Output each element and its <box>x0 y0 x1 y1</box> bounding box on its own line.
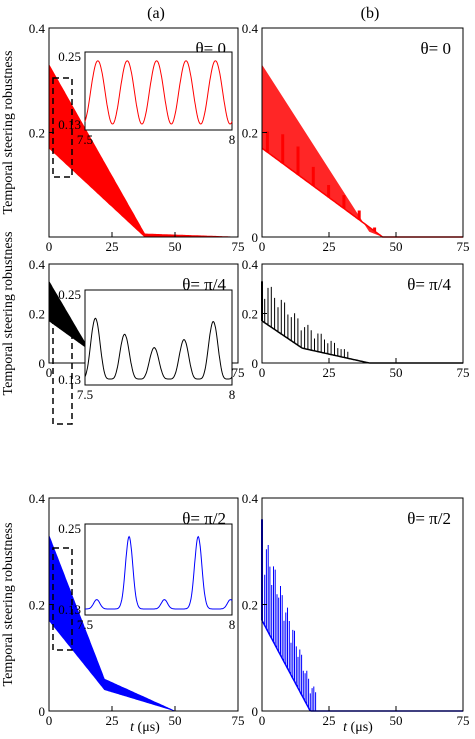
lower-envelope-line <box>261 320 463 364</box>
y-tick-label: 0.2 <box>242 126 258 141</box>
x-tick-label: 25 <box>323 239 336 254</box>
x-tick-label: 50 <box>390 365 403 380</box>
axes-frame <box>261 497 464 712</box>
column-heading-b: (b) <box>361 5 380 22</box>
y-tick-label: 0.4 <box>29 21 46 36</box>
y-tick-label: 0 <box>252 704 259 719</box>
x-axis-label-b: t (μs) <box>343 720 373 735</box>
theta-annotation: θ= 0 <box>421 39 451 58</box>
panels: 0 25 50 750.20.4θ= 00.250.137.5 80 25 50 7500.2… <box>1 21 470 728</box>
oscillation-spikes <box>264 545 317 711</box>
y-tick-label: 0.4 <box>242 21 259 36</box>
panel-a-row1: 0 25 50 750.20.4θ= 00.250.137.5 8 <box>29 21 245 254</box>
inset: 0.25 0.137.5 8 <box>58 521 235 632</box>
y-tick-label: 0.4 <box>242 491 259 506</box>
inset-y-tick-label: 0.13 <box>58 117 81 132</box>
x-tick-label: 25 <box>106 239 119 254</box>
x-tick-label: 50 <box>390 713 403 728</box>
lower-envelope-line <box>261 620 463 712</box>
theta-annotation: θ= π/4 <box>407 275 451 294</box>
inset-frame <box>84 289 233 386</box>
x-tick-label: 0 <box>259 239 266 254</box>
inset-y-tick-label: 0.13 <box>58 372 81 387</box>
panel-a-row3: 0 25 50 75 0 0.2 0.4 θ= π/2 0.25 0.137.5 8 <box>29 491 245 728</box>
inset-y-tick-label: 0.25 <box>58 287 81 302</box>
inset-y-tick-label: 0.25 <box>58 49 81 64</box>
inset-x-tick-label: 8 <box>229 617 236 632</box>
theta-annotation: θ= π/4 <box>182 275 226 294</box>
x-tick-label: 25 <box>323 713 336 728</box>
y-tick-label: 0.4 <box>29 491 46 506</box>
x-tick-label: 75 <box>457 713 470 728</box>
inset-curve <box>84 60 233 125</box>
y-tick-label: 0.2 <box>242 598 258 613</box>
zoom-region-box <box>52 547 73 651</box>
inset-x-tick-label: 8 <box>229 387 236 402</box>
y-tick-label: 0.2 <box>29 307 45 322</box>
x-tick-label: 25 <box>106 713 119 728</box>
y-axis-label: Temporal steering robustness <box>1 523 16 687</box>
panel-b-row1: 0 25 50 75 0 0.2 0.4 θ= 0 <box>242 21 470 254</box>
data-band <box>262 64 383 237</box>
x-tick-label: 75 <box>232 713 245 728</box>
y-tick-label: 0.4 <box>242 257 259 272</box>
oscillation-spikes <box>264 286 349 359</box>
inset-y-tick-label: 0.25 <box>58 521 81 536</box>
theta-annotation: θ= π/2 <box>182 509 226 528</box>
column-heading-a: (a) <box>147 5 165 22</box>
inset: 0.25 0.137.5 8 <box>58 49 235 147</box>
inset-y-tick-label: 0.13 <box>58 602 81 617</box>
x-tick-label: 50 <box>390 239 403 254</box>
y-tick-label: 0.2 <box>29 598 45 613</box>
x-tick-label: 75 <box>232 365 245 380</box>
y-tick-label: 0 <box>39 704 46 719</box>
y-tick-label: 0.4 <box>29 257 46 272</box>
panel-b-row3: 0 25 50 75 0 0.2 0.4 θ= π/2 <box>242 491 470 728</box>
zoom-region-box <box>52 321 73 425</box>
inset-frame <box>84 523 233 616</box>
x-tick-label: 50 <box>169 239 182 254</box>
x-tick-label: 0 <box>46 365 53 380</box>
inset: 0.25 0.137.5 8 <box>58 287 235 402</box>
inset-curve <box>84 317 233 380</box>
x-tick-label: 0 <box>46 713 53 728</box>
y-axis-label: Temporal steering robustness <box>1 51 16 215</box>
x-axis-label-a: t (μs) <box>130 720 160 735</box>
x-tick-label: 0 <box>259 365 266 380</box>
x-tick-label: 0 <box>259 713 266 728</box>
x-tick-label: 75 <box>232 239 245 254</box>
inset-x-tick-label: 7.5 <box>77 617 93 632</box>
y-tick-label: 0 <box>252 230 259 245</box>
inset-x-tick-label: 7.5 <box>77 387 93 402</box>
y-tick-label: 0.2 <box>29 126 45 141</box>
y-tick-label: 0.2 <box>242 307 258 322</box>
y-tick-label: 0 <box>39 356 46 371</box>
x-tick-label: 75 <box>457 239 470 254</box>
inset-x-tick-label: 7.5 <box>77 132 93 147</box>
x-tick-label: 75 <box>457 365 470 380</box>
x-tick-label: 50 <box>169 713 182 728</box>
inset-x-tick-label: 8 <box>229 132 236 147</box>
panel-b-row2: 0 25 50 75 0 0.2 0.4 θ= π/4 <box>242 257 470 380</box>
theta-annotation: θ= π/2 <box>407 509 451 528</box>
y-tick-label: 0 <box>252 356 259 371</box>
y-axis-label: Temporal steering robustness <box>1 232 16 396</box>
inset-curve <box>85 535 233 610</box>
x-tick-label: 0 <box>46 239 53 254</box>
x-tick-label: 25 <box>323 365 336 380</box>
